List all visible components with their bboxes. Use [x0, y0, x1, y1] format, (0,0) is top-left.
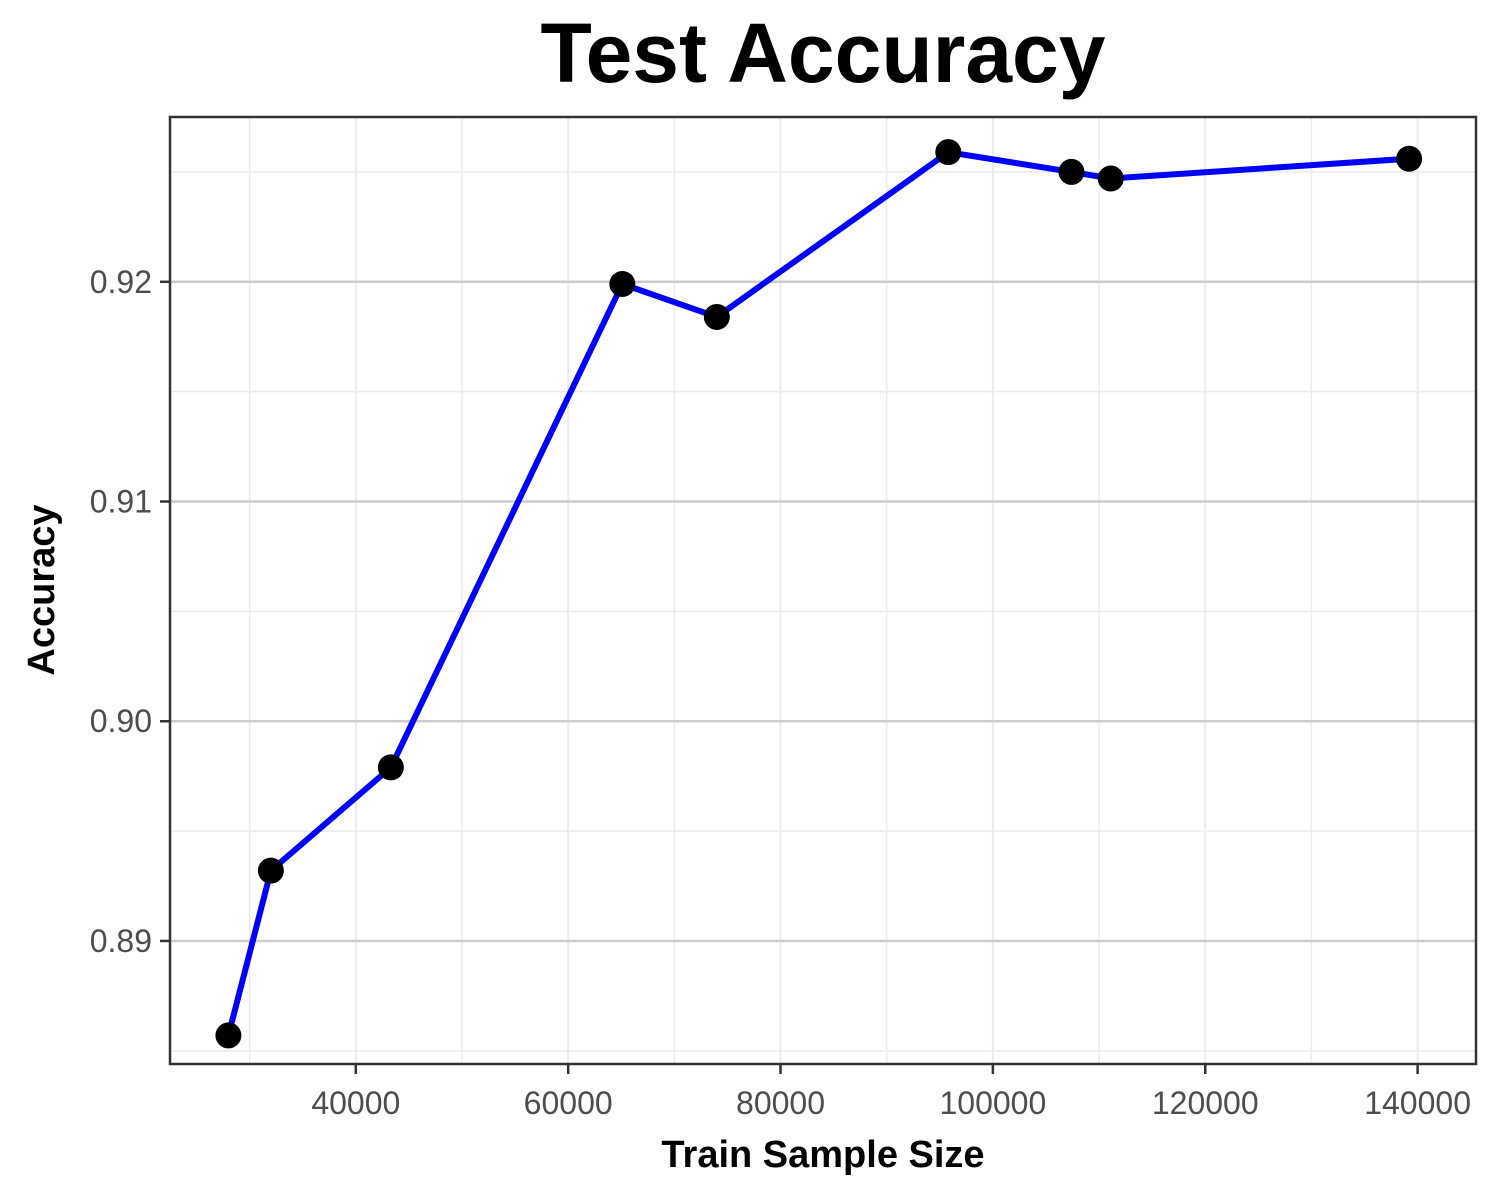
- data-point: [935, 139, 962, 166]
- x-tick-label: 140000: [1364, 1085, 1471, 1121]
- data-point: [377, 754, 404, 781]
- data-point: [1097, 165, 1124, 192]
- x-tick-label: 40000: [311, 1085, 400, 1121]
- x-axis-title: Train Sample Size: [661, 1134, 984, 1176]
- data-point: [257, 857, 284, 884]
- data-point: [703, 303, 730, 330]
- x-tick-label: 100000: [939, 1085, 1046, 1121]
- data-point: [1058, 158, 1085, 185]
- grid-lines: [170, 117, 1476, 1064]
- data-point: [1396, 145, 1423, 172]
- plot-panel-border: [168, 115, 1478, 1066]
- x-tick-label: 60000: [524, 1085, 613, 1121]
- x-tick-label: 120000: [1152, 1085, 1259, 1121]
- x-tick-label: 80000: [736, 1085, 825, 1121]
- y-tick-label: 0.91: [90, 484, 152, 520]
- axes: 40000 60000 80000 100000 120000 140000 0.89 0.9…: [90, 264, 1471, 1121]
- y-tick-label: 0.90: [90, 703, 152, 739]
- data-series: [215, 139, 1423, 1049]
- y-tick-label: 0.92: [90, 264, 152, 300]
- data-point: [609, 270, 636, 297]
- chart-title: Test Accuracy: [541, 6, 1106, 100]
- data-point: [215, 1022, 242, 1049]
- y-tick-label: 0.89: [90, 923, 152, 959]
- y-axis-title: Accuracy: [21, 504, 63, 675]
